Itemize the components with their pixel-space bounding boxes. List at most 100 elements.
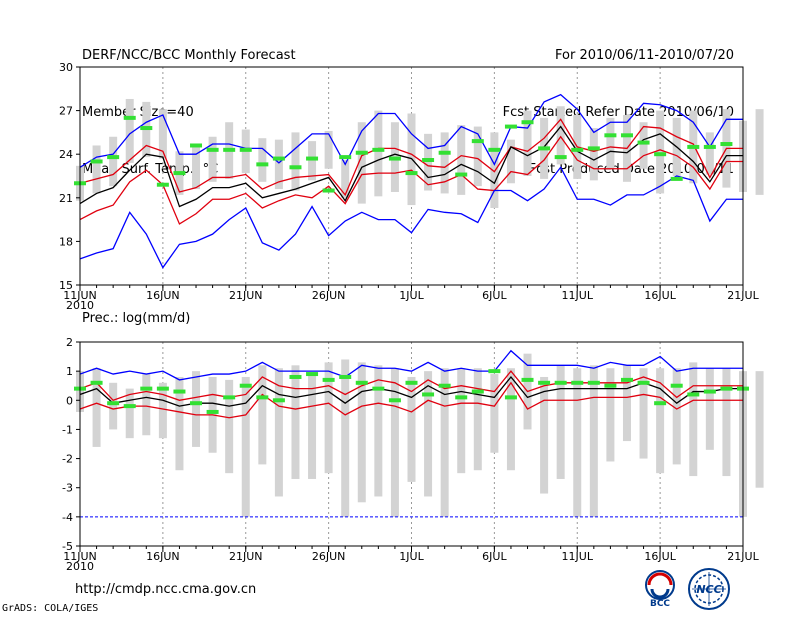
- prec-box-36: [672, 368, 681, 465]
- temp-box-7: [192, 146, 201, 190]
- prec-line-lower-spread: [79, 381, 743, 419]
- prec-obs-19: [388, 398, 401, 403]
- temp-obs-8: [206, 147, 219, 152]
- temp-line-ensemble-max: [79, 93, 743, 168]
- prec-box-3: [125, 388, 134, 439]
- prec-obs-30: [571, 380, 584, 385]
- temp-obs-20: [405, 171, 418, 176]
- prec-xtick-label-3: 26JUN: [312, 550, 346, 563]
- prec-box-37: [689, 362, 698, 477]
- prec-obs-11: [256, 395, 269, 400]
- prec-xtick-label-4: 1JUL: [399, 550, 424, 563]
- prec-box-38: [705, 368, 714, 450]
- prec-box-24: [473, 368, 482, 471]
- prec-box-14: [308, 374, 317, 479]
- prec-ytick-label-6: 1: [66, 365, 73, 378]
- prec-obs-25: [488, 369, 501, 374]
- prec-obs-32: [604, 383, 617, 388]
- temp-line-upper-spread: [79, 118, 743, 197]
- ncc-logo: NCC: [688, 568, 730, 610]
- temp-box-16: [341, 160, 350, 198]
- temp-xtick-label-6: 11JUL: [562, 289, 594, 302]
- prec-box-35: [656, 368, 665, 474]
- temp-obs-39: [720, 142, 733, 147]
- prec-box-22: [440, 368, 449, 517]
- temp-obs-22: [438, 150, 451, 155]
- temp-ytick-label-4: 27: [59, 105, 73, 118]
- prec-obs-10: [239, 383, 252, 388]
- temp-box-34: [639, 122, 648, 169]
- prec-obs-28: [538, 380, 551, 385]
- prec-box-15: [324, 362, 333, 474]
- temp-xtick-label-8: 21JUL: [727, 289, 759, 302]
- temp-obs-25: [488, 147, 501, 152]
- temp-obs-30: [571, 147, 584, 152]
- prec-title: Prec.: log(mm/d): [82, 311, 190, 326]
- prec-box-19: [390, 368, 399, 517]
- temp-ytick-label-0: 15: [59, 279, 73, 292]
- temp-xtick-label-5: 6JUL: [482, 289, 507, 302]
- temp-box-12: [274, 139, 283, 190]
- temp-obs-23: [455, 172, 468, 177]
- temp-box-24: [473, 126, 482, 187]
- prec-obs-9: [223, 395, 236, 400]
- prec-box-18: [374, 365, 383, 497]
- temp-ytick-label-1: 18: [59, 235, 73, 248]
- prec-box-17: [357, 362, 366, 503]
- temp-xtick-label-4: 1JUL: [399, 289, 424, 302]
- forecast-period: For 2010/06/11-2010/07/20: [555, 48, 734, 63]
- prec-obs-37: [687, 392, 700, 397]
- temp-obs-13: [289, 165, 302, 170]
- grads-credit: GrADS: COLA/IGES: [2, 603, 99, 614]
- temp-line-ensemble-mean: [79, 125, 743, 208]
- temp-line-ensemble-min: [79, 166, 743, 269]
- prec-obs-18: [372, 386, 385, 391]
- temp-ytick-label-2: 21: [59, 192, 73, 205]
- temp-obs-1: [90, 159, 103, 164]
- temp-obs-36: [670, 176, 683, 181]
- temp-box-1: [92, 145, 101, 194]
- bcc-logo-text: BCC: [650, 599, 670, 608]
- temp-box-41: [755, 109, 764, 195]
- temp-obs-16: [339, 155, 352, 160]
- prec-box-4: [142, 374, 151, 436]
- prec-box-41: [755, 371, 764, 488]
- source-url[interactable]: http://cmdp.ncc.cma.gov.cn: [75, 582, 257, 597]
- prec-ytick-label-7: 2: [66, 336, 73, 349]
- temp-box-5: [158, 109, 167, 159]
- temp-xtick-sub-0: 2010: [66, 299, 94, 312]
- prec-obs-17: [355, 380, 368, 385]
- chart-title: DERF/NCC/BCC Monthly Forecast: [82, 48, 296, 63]
- temp-ytick-label-3: 24: [59, 148, 73, 161]
- prec-obs-8: [206, 409, 219, 414]
- prec-obs-15: [322, 377, 335, 382]
- prec-box-7: [192, 371, 201, 447]
- prec-box-34: [639, 368, 648, 459]
- temp-obs-12: [272, 156, 285, 161]
- prec-box-39: [722, 368, 731, 477]
- prec-obs-35: [654, 401, 667, 406]
- prec-box-6: [175, 376, 184, 471]
- temp-obs-2: [107, 155, 120, 160]
- prec-xtick-label-0: 11JUN: [63, 550, 97, 563]
- temp-box-3: [125, 98, 134, 163]
- temp-obs-24: [471, 139, 484, 144]
- prec-box-5: [158, 382, 167, 439]
- temp-xtick-label-7: 16JUL: [644, 289, 676, 302]
- temp-obs-6: [173, 171, 186, 176]
- temp-box-26: [506, 139, 515, 184]
- prec-box-25: [490, 374, 499, 453]
- prec-xtick-label-6: 11JUL: [562, 550, 594, 563]
- prec-xtick-label-7: 16JUL: [644, 550, 676, 563]
- temp-obs-10: [239, 147, 252, 152]
- temp-box-32: [606, 117, 615, 169]
- temp-obs-21: [422, 158, 435, 163]
- temp-box-13: [291, 132, 300, 191]
- temp-obs-27: [521, 120, 534, 125]
- prec-obs-23: [455, 395, 468, 400]
- prec-obs-3: [123, 404, 136, 409]
- prec-xtick-label-1: 16JUN: [146, 550, 180, 563]
- temp-obs-28: [538, 146, 551, 151]
